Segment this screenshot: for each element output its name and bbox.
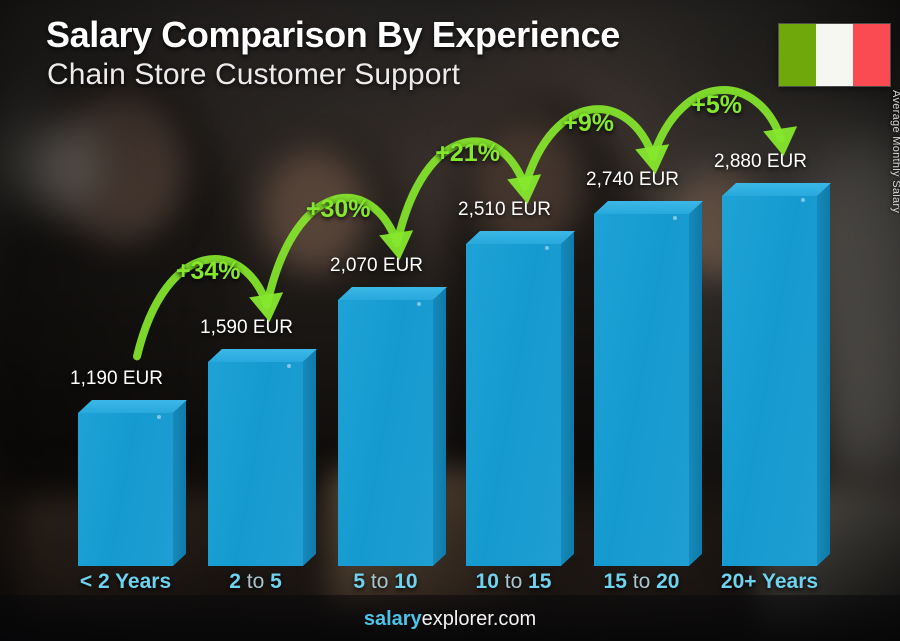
bar-5	[594, 200, 703, 566]
bar-value-label-2: 1,590 EUR	[200, 316, 293, 338]
bar-front-face	[722, 196, 817, 566]
bar-side-face	[817, 183, 830, 566]
page-title: Salary Comparison By Experience	[46, 14, 620, 55]
percent-change-label-3: +21%	[435, 138, 500, 167]
category-label-1: < 2 Years	[79, 570, 172, 593]
bar-highlight-dot	[801, 198, 805, 202]
bar-top-face	[78, 400, 187, 414]
bar-side-face	[689, 201, 702, 566]
category-label-3: 5 to 10	[353, 570, 418, 593]
growth-arrow-5	[648, 86, 798, 161]
percent-change-label-2: +30%	[305, 195, 371, 224]
bar-6	[722, 183, 831, 566]
bar-value-label-1: 1,190 EUR	[70, 368, 163, 390]
italy-flag-icon	[779, 24, 890, 86]
bar-value-label-4: 2,510 EUR	[458, 198, 551, 220]
bar-value-label-6: 2,880 EUR	[714, 151, 807, 172]
category-label-6: 20+ Years	[720, 570, 819, 593]
bar-front-face	[466, 243, 561, 566]
bar-front-face	[594, 213, 689, 566]
brand-explorer: explorer.com	[421, 608, 537, 630]
flag-band-red	[853, 24, 890, 86]
brand-salary: salary	[363, 608, 422, 630]
bar-4	[466, 230, 575, 566]
bar-highlight-dot	[287, 363, 291, 368]
bar-highlight-dot	[157, 415, 161, 420]
bar-front-face	[338, 300, 433, 566]
bar-side-face	[173, 400, 186, 566]
bar-highlight-dot	[673, 215, 677, 220]
bar-highlight-dot	[417, 302, 421, 307]
percent-change-label-1: +34%	[175, 256, 241, 285]
bar-value-label-3: 2,070 EUR	[330, 255, 423, 277]
bar-front-face	[78, 413, 173, 566]
category-label-5: 15 to 20	[603, 570, 680, 593]
bar-highlight-dot	[545, 245, 549, 250]
percent-change-label-5: +5%	[691, 91, 743, 119]
percent-change-label-4: +9%	[563, 108, 615, 137]
category-label-4: 10 to 15	[475, 570, 552, 593]
category-label-2: 2 to 5	[229, 570, 282, 593]
bar-3	[338, 287, 447, 566]
bar-value-label-5: 2,740 EUR	[586, 168, 679, 190]
flag-band-white	[816, 24, 853, 86]
bar-front-face	[208, 361, 303, 566]
page-subtitle: Chain Store Customer Support	[47, 58, 460, 91]
bar-1	[78, 400, 187, 566]
site-footer: salaryexplorer.com	[0, 608, 900, 631]
flag-band-green	[779, 24, 816, 86]
bar-2	[208, 348, 317, 566]
